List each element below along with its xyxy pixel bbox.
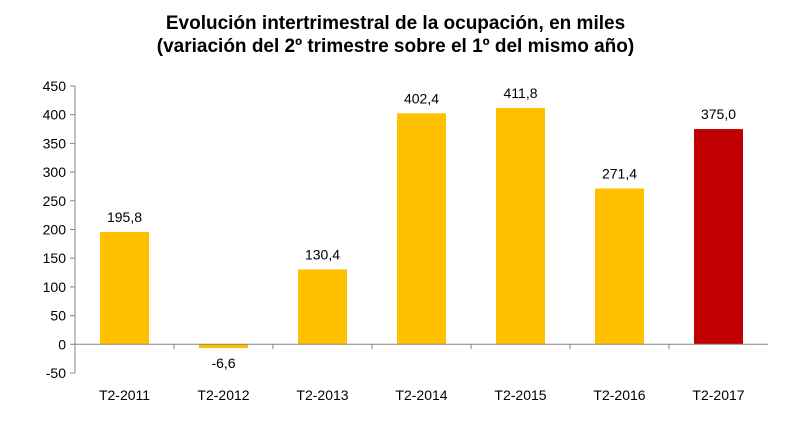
y-tick-label: 450 [43, 78, 67, 94]
y-tick-label: 200 [43, 222, 67, 238]
y-tick-label: 100 [43, 279, 67, 295]
y-tick-label: 0 [58, 336, 66, 352]
x-tick-label: T2-2016 [593, 387, 645, 403]
y-tick-label: 50 [50, 308, 66, 324]
data-label: 375,0 [701, 106, 736, 122]
y-tick-label: 350 [43, 135, 67, 151]
x-tick-label: T2-2011 [99, 387, 150, 403]
x-tick-label: T2-2015 [494, 387, 546, 403]
bar [298, 269, 347, 345]
y-tick-label: 150 [43, 250, 67, 266]
x-tick-label: T2-2013 [296, 387, 348, 403]
data-label: 402,4 [404, 90, 439, 106]
data-label: 271,4 [602, 166, 637, 182]
y-tick-label: 400 [43, 107, 67, 123]
x-tick-label: T2-2012 [197, 387, 249, 403]
bar [397, 113, 446, 345]
data-label: 195,8 [107, 209, 142, 225]
y-tick-label: 300 [43, 164, 67, 180]
data-label: 130,4 [305, 246, 340, 262]
x-tick-label: T2-2017 [692, 387, 744, 403]
bar [199, 344, 248, 349]
x-tick-label: T2-2014 [395, 387, 447, 403]
chart-title: Evolución intertrimestral de la ocupació… [165, 13, 626, 34]
bar [100, 231, 149, 345]
data-label: -6,6 [211, 355, 235, 371]
chart-title-block: Evolución intertrimestral de la ocupació… [0, 12, 791, 58]
y-tick-label: -50 [46, 365, 66, 381]
data-label: 411,8 [504, 85, 538, 101]
y-tick-label: 250 [43, 193, 67, 209]
bar [694, 129, 743, 345]
bar [595, 188, 644, 345]
bar [496, 107, 545, 345]
chart-subtitle: (variación del 2º trimestre sobre el 1º … [156, 36, 635, 57]
